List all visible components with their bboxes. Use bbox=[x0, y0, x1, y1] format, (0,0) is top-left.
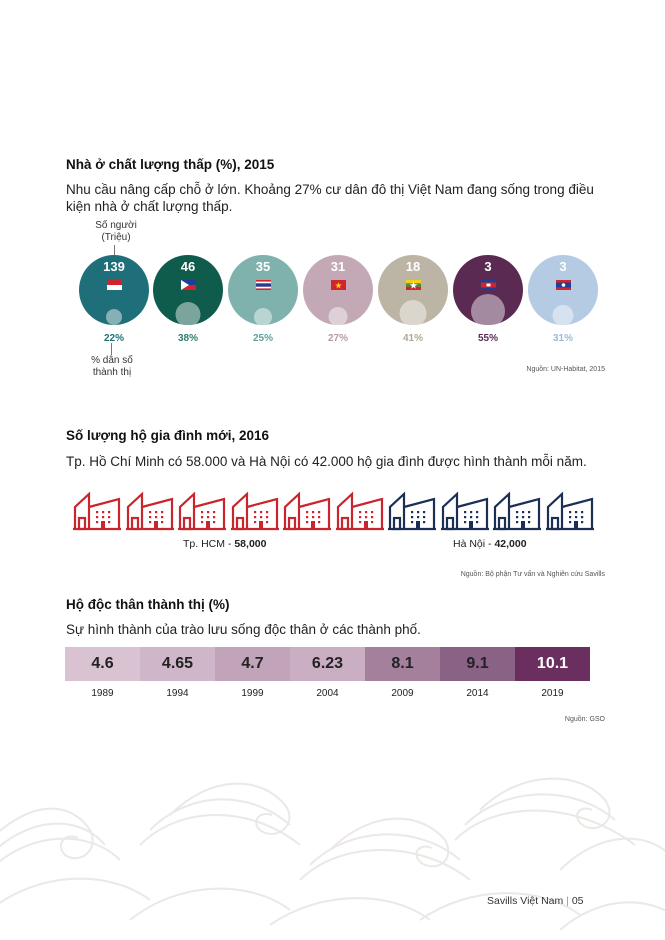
country-circle: 139 bbox=[79, 255, 149, 325]
section2-intro: Tp. Hồ Chí Minh có 58.000 và Hà Nội có 4… bbox=[66, 454, 587, 469]
footer-separator: | bbox=[566, 895, 569, 907]
section1-intro: Nhu cầu nâng cấp chỗ ở lớn. Khoảng 27% c… bbox=[66, 181, 626, 215]
section2-source: Nguồn: Bộ phận Tư vấn và Nghiên cứu Savi… bbox=[460, 571, 605, 578]
bar-cell-1989: 4.6 bbox=[65, 647, 140, 681]
section1-intro-line1: Nhu cầu nâng cấp chỗ ở lớn. Khoảng 27% c… bbox=[66, 182, 594, 197]
philippines-flag-icon bbox=[181, 280, 196, 290]
hcm-value: 58,000 bbox=[234, 538, 267, 550]
urban-label-line1: % dân số bbox=[91, 355, 133, 366]
urban-percent: 27% bbox=[327, 333, 348, 344]
hcm-house-icon bbox=[230, 491, 279, 531]
country-circle: 35 bbox=[228, 255, 298, 325]
urban-share-circle bbox=[106, 309, 122, 325]
urban-share-circle bbox=[175, 302, 201, 325]
urban-percent: 31% bbox=[552, 333, 573, 344]
hanoi-house-icon bbox=[493, 491, 541, 531]
urban-pointer-line bbox=[111, 343, 112, 355]
urban-share-circle bbox=[471, 294, 505, 325]
people-count: 139 bbox=[103, 259, 125, 274]
country-circle: 18 bbox=[378, 255, 448, 325]
hanoi-house-icon bbox=[388, 491, 436, 531]
bar-cell-2014: 9.1 bbox=[440, 647, 515, 681]
section2-title: Số lượng hộ gia đình mới, 2016 bbox=[66, 428, 269, 443]
section3-source: Nguồn: GSO bbox=[564, 716, 605, 723]
hn-value: 42,000 bbox=[494, 538, 527, 550]
year-label: 2019 bbox=[541, 688, 564, 699]
section1-title: Nhà ở chất lượng thấp (%), 2015 bbox=[66, 157, 275, 172]
year-label: 2009 bbox=[391, 688, 414, 699]
page-number: 05 bbox=[571, 895, 584, 907]
vietnam-flag-icon bbox=[331, 280, 346, 290]
hcm-house-icon bbox=[335, 491, 384, 531]
thailand-flag-icon bbox=[256, 280, 271, 290]
people-count: 3 bbox=[484, 259, 492, 274]
hcm-house-icon bbox=[125, 491, 174, 531]
bar-cell-2019: 10.1 bbox=[515, 647, 590, 681]
hanoi-house-icon bbox=[440, 491, 489, 531]
people-label-line2: (Triệu) bbox=[101, 232, 131, 243]
urban-percent: 38% bbox=[177, 333, 198, 344]
hanoi-house-icon bbox=[545, 491, 594, 531]
people-pointer-line bbox=[114, 245, 115, 255]
urban-percent: 22% bbox=[103, 333, 124, 344]
urban-share-circle bbox=[328, 307, 348, 325]
urban-percent: 25% bbox=[252, 333, 273, 344]
hcm-house-icon bbox=[178, 491, 226, 531]
year-label: 2014 bbox=[466, 688, 489, 699]
hcm-house-icon bbox=[73, 491, 121, 531]
country-circle: 31 bbox=[303, 255, 373, 325]
hcm-label: Tp. HCM - bbox=[183, 538, 235, 550]
people-count: 31 bbox=[330, 259, 346, 274]
year-label: 1989 bbox=[91, 688, 114, 699]
people-count: 18 bbox=[405, 259, 421, 274]
urban-label-line2: thành thị bbox=[92, 367, 132, 378]
people-axis-label: Số người (Triệu) bbox=[86, 220, 146, 244]
wave-pattern-decoration bbox=[0, 777, 665, 931]
section1-source: Nguồn: UN-Habitat, 2015 bbox=[526, 366, 605, 373]
year-label: 2004 bbox=[316, 688, 339, 699]
section1-intro-line2: kiện nhà ở chất lượng thấp. bbox=[66, 199, 233, 214]
people-count: 46 bbox=[180, 259, 196, 274]
people-count: 3 bbox=[559, 259, 567, 274]
country-circle: 3 bbox=[453, 255, 523, 325]
year-label: 1999 bbox=[241, 688, 264, 699]
footer-brand: Savills Việt Nam bbox=[487, 895, 564, 907]
bar-cell-1994: 4.65 bbox=[140, 647, 215, 681]
people-count: 35 bbox=[255, 259, 271, 274]
hcm-caption: Tp. HCM - 58,000 bbox=[183, 538, 266, 550]
urban-share-circle bbox=[552, 305, 574, 325]
hcm-house-icon bbox=[283, 491, 331, 531]
urban-axis-label: % dân số thành thị bbox=[82, 355, 142, 379]
people-label-line1: Số người bbox=[95, 220, 137, 231]
year-label: 1994 bbox=[166, 688, 189, 699]
footer: Savills Việt Nam | 05 bbox=[487, 895, 584, 907]
country-circle: 46 bbox=[153, 255, 223, 325]
bar-cell-1999: 4.7 bbox=[215, 647, 290, 681]
urban-share-circle bbox=[254, 308, 272, 325]
myanmar-flag-icon bbox=[406, 280, 421, 290]
laos-flag-icon bbox=[556, 280, 571, 290]
cambodia-flag-icon bbox=[481, 280, 496, 290]
country-circle: 3 bbox=[528, 255, 598, 325]
hn-label: Hà Nội - bbox=[453, 538, 495, 550]
bar-cell-2009: 8.1 bbox=[365, 647, 440, 681]
indonesia-flag-icon bbox=[107, 280, 122, 290]
bar-cell-2004: 6.23 bbox=[290, 647, 365, 681]
urban-percent: 55% bbox=[477, 333, 498, 344]
section3-title: Hộ độc thân thành thị (%) bbox=[66, 597, 230, 612]
hn-caption: Hà Nội - 42,000 bbox=[453, 538, 527, 550]
section3-intro: Sự hình thành của trào lưu sống độc thân… bbox=[66, 622, 421, 637]
urban-share-circle bbox=[399, 300, 427, 325]
urban-percent: 41% bbox=[402, 333, 423, 344]
